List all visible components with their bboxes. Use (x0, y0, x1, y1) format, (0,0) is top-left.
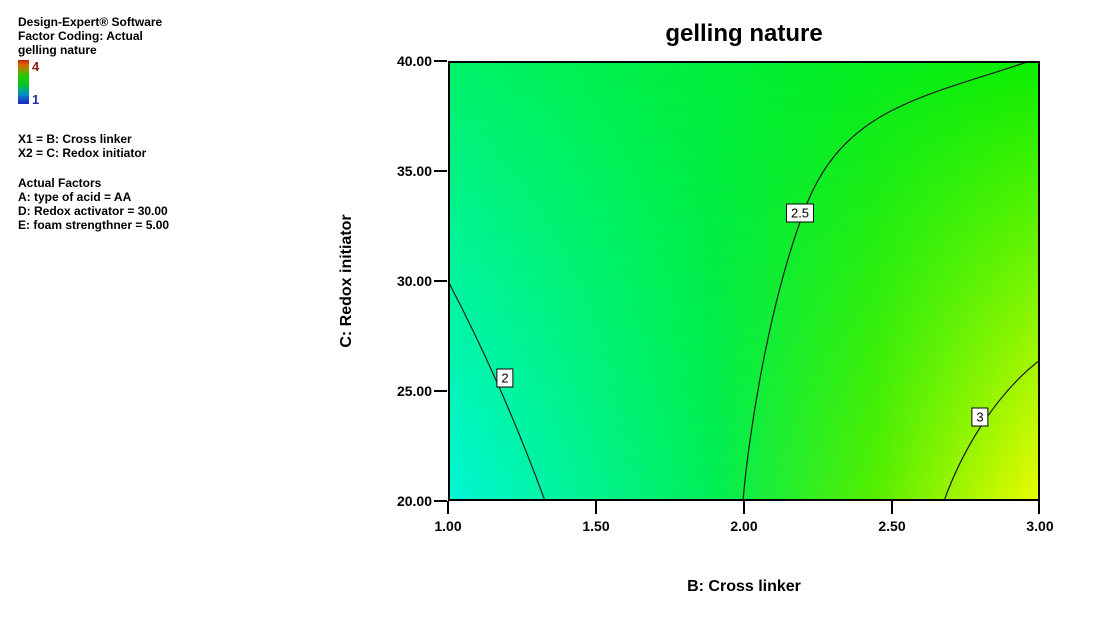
x-tick-4 (891, 501, 893, 514)
y-tick-1 (434, 60, 447, 62)
x2-assignment: X2 = C: Redox initiator (18, 146, 147, 160)
y-axis-title: C: Redox initiator (338, 214, 355, 348)
x-tick-2 (595, 501, 597, 514)
surface-gradient-bottom (448, 61, 1040, 501)
y-tick-5 (434, 500, 447, 502)
y-tick-label-4: 25.00 (396, 383, 432, 399)
y-tick-2 (434, 170, 447, 172)
contour-label-2-5[interactable]: 2.5 (785, 203, 815, 223)
x-tick-5 (1038, 501, 1040, 514)
actual-factor-d: D: Redox activator = 30.00 (18, 204, 168, 218)
response-name-line: gelling nature (18, 43, 97, 57)
legend-colorbar (18, 60, 29, 104)
y-tick-label-3: 30.00 (396, 273, 432, 289)
legend-colorbar-row: 4 1 (18, 60, 348, 106)
legend-colorbar-labels: 4 1 (32, 60, 39, 106)
contour-line-2 (448, 280, 546, 501)
x-tick-label-4: 2.50 (878, 518, 906, 534)
y-tick-label-1: 40.00 (396, 53, 432, 69)
x-tick-label-2: 1.50 (582, 518, 610, 534)
y-tick-label-5: 20.00 (396, 493, 432, 509)
contour-line-2-5 (742, 61, 1031, 501)
factor-coding-line: Factor Coding: Actual (18, 29, 143, 43)
x-tick-label-5: 3.00 (1026, 518, 1054, 534)
x-tick-1 (447, 501, 449, 514)
y-tick-3 (434, 280, 447, 282)
x1-assignment: X1 = B: Cross linker (18, 132, 132, 146)
x-axis-title: B: Cross linker (687, 578, 801, 595)
legend-max-value: 4 (32, 59, 40, 74)
y-tick-4 (434, 390, 447, 392)
actual-factor-e: E: foam strengthner = 5.00 (18, 218, 170, 232)
contour-label-3[interactable]: 3 (971, 407, 989, 427)
software-name: Design-Expert® Software (18, 15, 163, 29)
legend-min-value: 1 (32, 92, 40, 107)
x-tick-label-3: 2.00 (730, 518, 758, 534)
plot-canvas[interactable] (448, 61, 1040, 501)
contour-line-3 (943, 359, 1040, 501)
actual-factors-heading: Actual Factors (18, 176, 102, 190)
info-panel: Design-Expert® Software Factor Coding: A… (18, 15, 348, 232)
actual-factor-a: A: type of acid = AA (18, 190, 132, 204)
y-tick-label-2: 35.00 (396, 163, 432, 179)
x-tick-label-1: 1.00 (434, 518, 462, 534)
plot-title: gelling nature (665, 20, 823, 47)
contour-label-2[interactable]: 2 (496, 368, 514, 388)
x-tick-3 (743, 501, 745, 514)
plot-border (448, 61, 1040, 501)
